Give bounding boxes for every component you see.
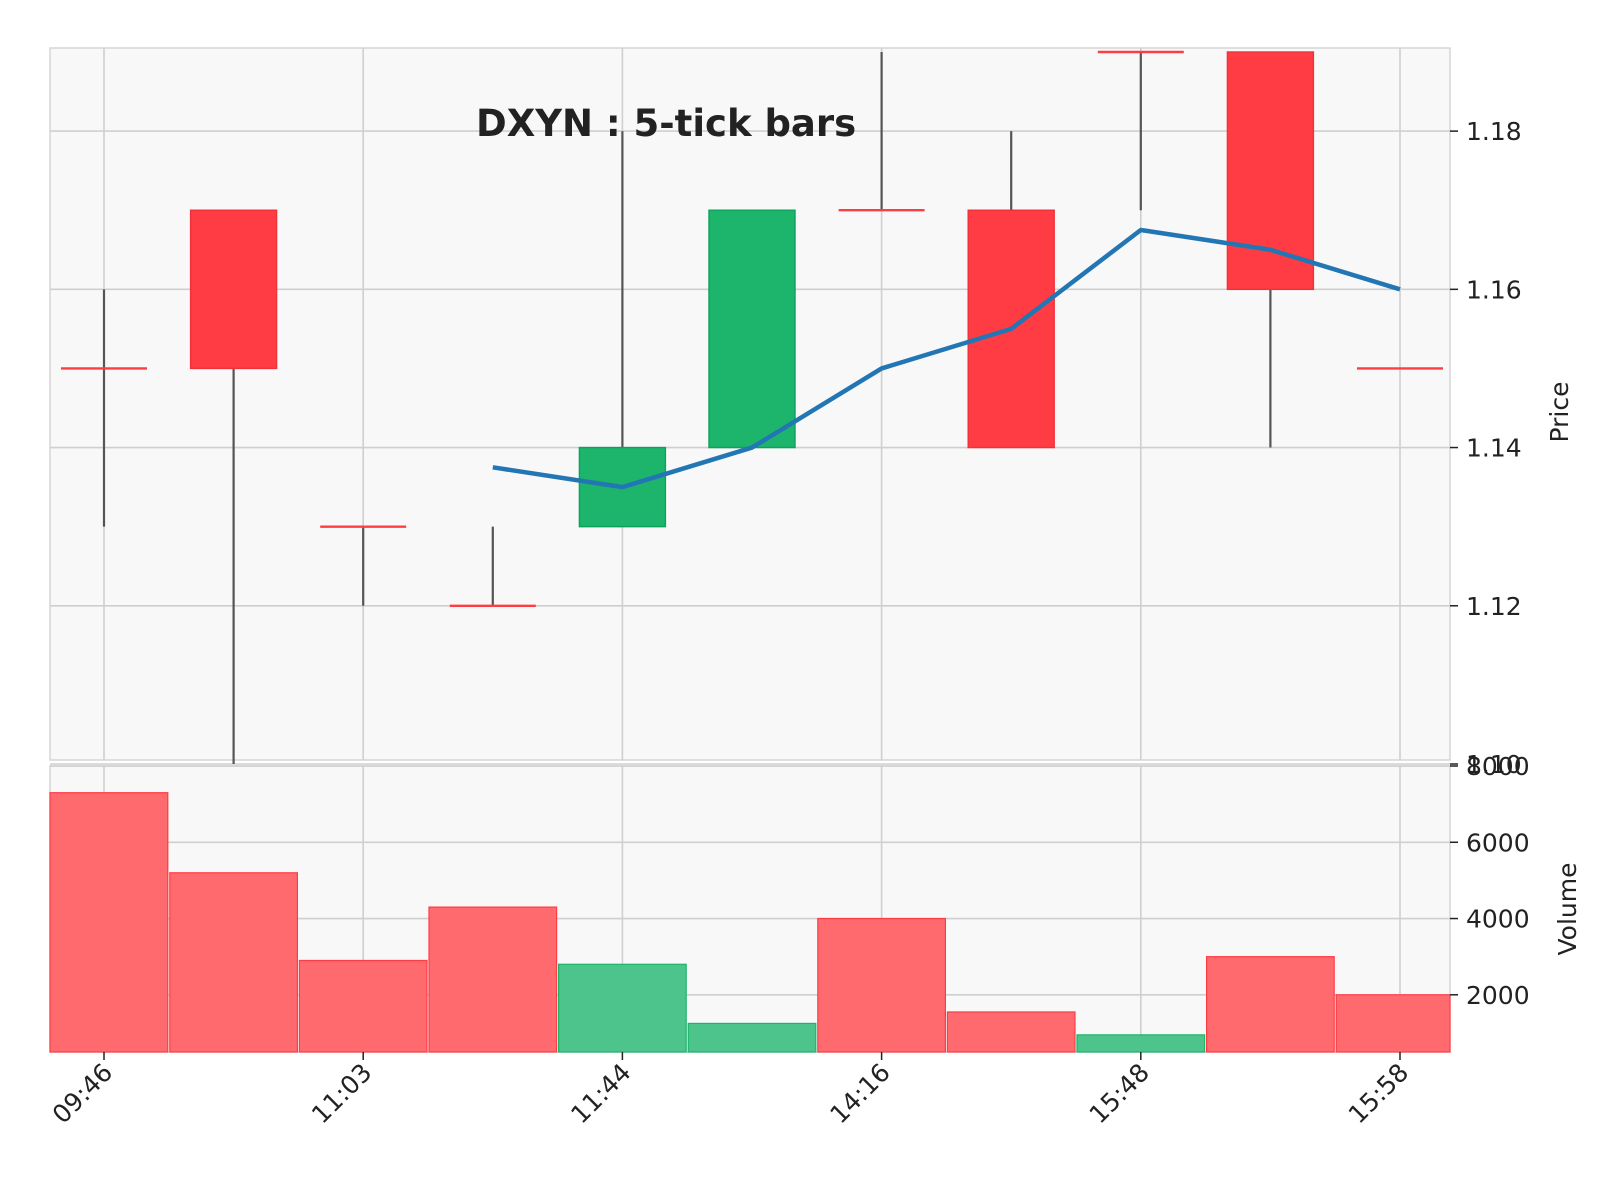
x-tick-label: 11:44 — [565, 1058, 636, 1129]
volume-tick-label: 6000 — [1466, 828, 1530, 857]
x-tick-label: 11:03 — [306, 1058, 377, 1129]
x-tick-label: 09:46 — [47, 1058, 118, 1129]
volume-bar — [1205, 956, 1335, 1053]
price-tick-label: 1.14 — [1466, 434, 1522, 463]
x-tick-label: 15:48 — [1084, 1058, 1155, 1129]
x-tick-label: 14:16 — [824, 1058, 895, 1129]
price-tick-label: 1.16 — [1466, 275, 1522, 304]
volume-bar — [1076, 1034, 1206, 1053]
volume-bar — [428, 906, 558, 1053]
candle-body — [189, 209, 278, 370]
chart-title: DXYN : 5-tick bars — [476, 102, 856, 145]
candles — [61, 50, 1443, 764]
volume-tick-label: 4000 — [1466, 905, 1530, 934]
price-tick-label: 1.12 — [1466, 592, 1522, 621]
volume-bar — [1335, 994, 1451, 1053]
volume-axis-label: Volume — [1553, 863, 1582, 956]
price-tick-label: 1.18 — [1466, 117, 1522, 146]
volume-bar — [946, 1011, 1076, 1053]
candle-body — [1226, 51, 1315, 291]
volume-bar — [817, 917, 946, 1053]
volume-bar — [49, 792, 169, 1053]
price-tick-label: 1.10 — [1466, 750, 1522, 779]
volume-bars — [49, 792, 1451, 1053]
volume-bar — [298, 959, 428, 1053]
x-tick-label: 15:58 — [1343, 1058, 1414, 1129]
moving-average-layer — [492, 227, 1401, 490]
volume-bar — [557, 963, 687, 1053]
volume-tick-label: 8000 — [1466, 752, 1530, 781]
volume-bar — [169, 872, 299, 1053]
moving-average-line — [492, 227, 1401, 490]
volume-bar — [687, 1022, 817, 1053]
price-axis-label: Price — [1545, 382, 1574, 443]
candle-body — [708, 209, 796, 449]
volume-tick-label: 2000 — [1466, 981, 1530, 1010]
